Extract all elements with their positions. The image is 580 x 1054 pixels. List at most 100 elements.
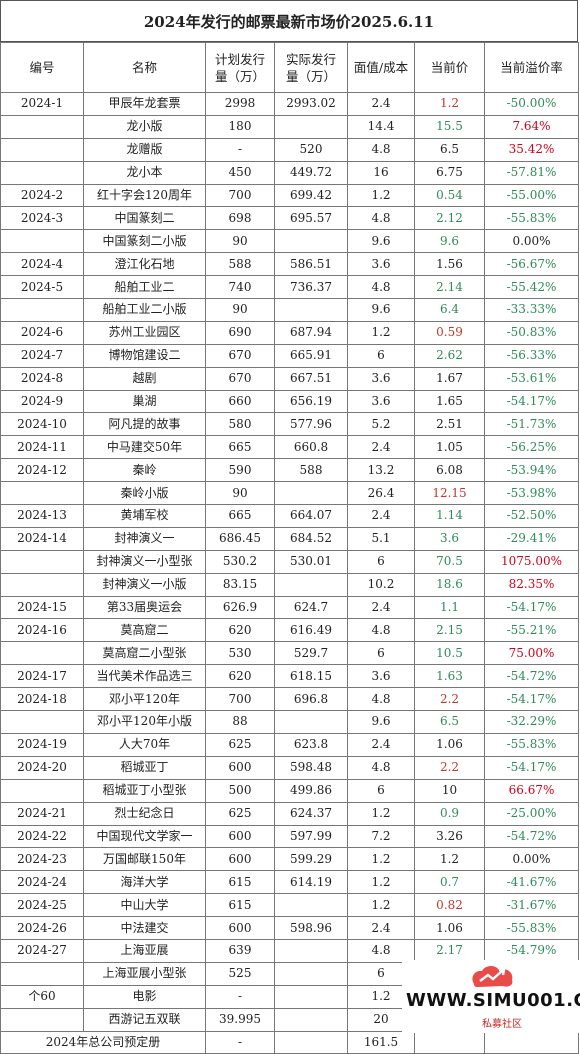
cell-price: 0.59 <box>414 320 485 345</box>
cell-face: 6 <box>347 343 415 368</box>
cell-price: 1.56 <box>414 252 485 277</box>
cell-code: 2024-25 <box>0 893 84 918</box>
cell-premium: 66.67% <box>484 778 579 803</box>
cell-code <box>0 114 84 139</box>
cell-code: 2024-22 <box>0 824 84 849</box>
cell-face: 4.8 <box>347 275 415 300</box>
stamp-price-table: 编号 名称 计划发行 量（万） 实际发行 量（万） 面值/成本 当前价 当前溢价率 … <box>0 42 579 1054</box>
cell-actual <box>274 481 348 506</box>
cell-actual: 520 <box>274 137 348 162</box>
cell-code: 2024-2 <box>0 183 84 208</box>
cell-actual: 667.51 <box>274 366 348 391</box>
cell-face: 13.2 <box>347 458 415 483</box>
table-row: 2024-6 苏州工业园区 690 687.94 1.2 0.59 -50.83% <box>0 320 579 345</box>
cell-code <box>0 229 84 254</box>
cell-code: 2024-21 <box>0 801 84 826</box>
cell-actual: 660.8 <box>274 435 348 460</box>
cell-name: 甲辰年龙套票 <box>83 92 206 116</box>
cell-price: 6.4 <box>414 298 485 322</box>
cell-premium: 1075.00% <box>484 549 579 574</box>
cell-price: 1.2 <box>414 847 485 872</box>
cell-code: 2024-8 <box>0 366 84 391</box>
cell-code <box>0 137 84 162</box>
cell-name: 中国篆刻二小版 <box>83 229 206 254</box>
cell-name: 秦岭小版 <box>83 481 206 506</box>
cell-name: 巢湖 <box>83 389 206 414</box>
cell-code: 2024-26 <box>0 916 84 940</box>
cell-name: 电影 <box>83 984 206 1009</box>
header-planned: 计划发行 量（万） <box>205 42 275 93</box>
cell-face: 1.2 <box>347 320 415 345</box>
table-row: 2024-15 第33届奥运会 626.9 624.7 2.4 1.1 -54.17% <box>0 595 579 620</box>
simu-logo-icon <box>472 965 513 987</box>
cell-actual <box>274 1007 348 1032</box>
cell-actual: 499.86 <box>274 778 348 803</box>
cell-name: 龙小版 <box>83 114 206 139</box>
table-row: 2024-19 人大70年 625 623.8 2.4 1.06 -55.83% <box>0 732 579 757</box>
cell-premium: -56.33% <box>484 343 579 368</box>
cell-premium: 0.00% <box>484 229 579 254</box>
table-row: 2024-20 稻城亚丁 600 598.48 4.8 2.2 -54.17% <box>0 755 579 780</box>
cell-price: 12.15 <box>414 481 485 506</box>
cell-code: 2024-27 <box>0 938 84 963</box>
cell-actual: 530.01 <box>274 549 348 574</box>
cell-face: 4.8 <box>347 206 415 231</box>
footer-actual <box>274 1030 348 1054</box>
table-row: 2024-11 中马建交50年 665 660.8 2.4 1.05 -56.25% <box>0 435 579 460</box>
cell-face: 1.2 <box>347 847 415 872</box>
cell-planned: 620 <box>205 664 275 689</box>
cell-planned: 615 <box>205 893 275 918</box>
cell-name: 澄江化石地 <box>83 252 206 277</box>
cell-name: 封神演义一小型张 <box>83 549 206 574</box>
cell-name: 秦岭 <box>83 458 206 483</box>
table-row: 2024-22 中国现代文学家一 600 597.99 7.2 3.26 -54.72% <box>0 824 579 849</box>
cell-planned: 90 <box>205 229 275 254</box>
cell-price: 1.05 <box>414 435 485 460</box>
cell-planned: - <box>205 984 275 1009</box>
table-row: 2024-8 越剧 670 667.51 3.6 1.67 -53.61% <box>0 366 579 391</box>
cell-face: 1.2 <box>347 801 415 826</box>
cell-face: 3.6 <box>347 389 415 414</box>
cell-actual: 696.8 <box>274 687 348 712</box>
cell-name: 中国现代文学家一 <box>83 824 206 849</box>
cell-code: 2024-15 <box>0 595 84 620</box>
cell-code: 2024-16 <box>0 618 84 643</box>
cell-name: 第33届奥运会 <box>83 595 206 620</box>
cell-face: 2.4 <box>347 92 415 116</box>
table-row: 龙小本 450 449.72 16 6.75 -57.81% <box>0 160 579 185</box>
cell-actual: 588 <box>274 458 348 483</box>
cell-face: 2.4 <box>347 595 415 620</box>
table-row: 2024-10 阿凡提的故事 580 577.96 5.2 2.51 -51.73% <box>0 412 579 437</box>
cell-actual: 597.99 <box>274 824 348 849</box>
cell-premium: 0.00% <box>484 847 579 872</box>
cell-code: 2024-12 <box>0 458 84 483</box>
cell-planned: 690 <box>205 320 275 345</box>
cell-planned: 620 <box>205 618 275 643</box>
cell-code: 2024-24 <box>0 870 84 895</box>
cell-actual <box>274 893 348 918</box>
cell-actual: 2993.02 <box>274 92 348 116</box>
cell-face: 26.4 <box>347 481 415 506</box>
cell-actual: 598.96 <box>274 916 348 940</box>
cell-code <box>0 1007 84 1032</box>
cell-face: 5.2 <box>347 412 415 437</box>
table-row: 2024-17 当代美术作品选三 620 618.15 3.6 1.63 -54.72% <box>0 664 579 689</box>
cell-premium: -55.83% <box>484 206 579 231</box>
cell-price: 1.06 <box>414 916 485 940</box>
watermark-subtext: 私募社区 <box>482 1019 522 1030</box>
cell-face: 3.6 <box>347 664 415 689</box>
cell-code: 2024-19 <box>0 732 84 757</box>
cell-face: 7.2 <box>347 824 415 849</box>
cell-actual <box>274 710 348 734</box>
table-row: 2024-4 澄江化石地 588 586.51 3.6 1.56 -56.67% <box>0 252 579 277</box>
cell-name: 船舶工业二小版 <box>83 298 206 322</box>
cell-price: 10 <box>414 778 485 803</box>
cell-planned: 625 <box>205 732 275 757</box>
cell-face: 4.8 <box>347 618 415 643</box>
cell-price: 70.5 <box>414 549 485 574</box>
cell-premium: -53.98% <box>484 481 579 506</box>
cell-price: 1.63 <box>414 664 485 689</box>
cell-premium: -55.42% <box>484 275 579 300</box>
watermark: WWW.SIMU001.CN 私募社区 <box>402 960 580 1033</box>
cell-planned: 600 <box>205 755 275 780</box>
